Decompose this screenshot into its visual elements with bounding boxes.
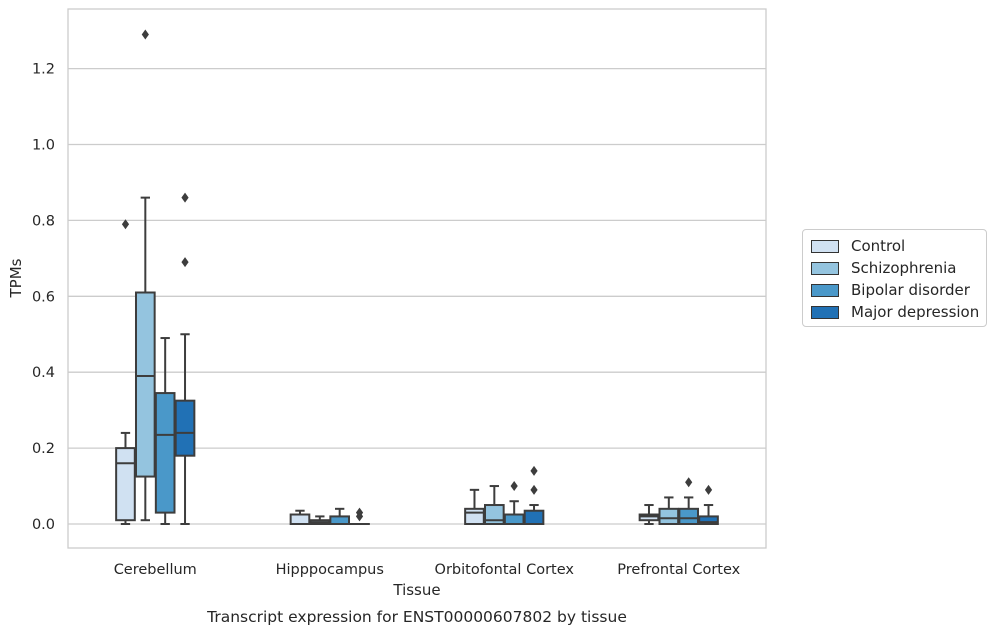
y-axis-label: TPMs: [7, 258, 25, 298]
x-tick-label: Cerebellum: [114, 562, 197, 578]
box-bipolar-disorder-orbitofontal-cortex: [505, 481, 524, 524]
box-schizophrenia-orbitofontal-cortex: [485, 486, 504, 524]
legend-label-control: Control: [851, 237, 905, 255]
box-iqr: [291, 515, 310, 524]
box-iqr: [679, 509, 698, 524]
x-tick-label: Orbitofontal Cortex: [435, 562, 575, 578]
box-control-orbitofontal-cortex: [465, 490, 484, 524]
y-tick-label: 1.2: [32, 62, 55, 78]
legend: Control Schizophrenia Bipolar disorder M…: [802, 229, 987, 327]
box-iqr: [465, 509, 484, 524]
box-control-prefrontal-cortex: [640, 505, 659, 524]
y-tick-labels: 0.0 0.2 0.4 0.6 0.8 1.0 1.2: [32, 62, 55, 533]
legend-item-control: Control: [811, 236, 905, 256]
y-tick-label: 0.2: [32, 441, 55, 457]
outlier-point: [705, 485, 712, 495]
box-bipolar-disorder-hipppocampus: [330, 509, 349, 524]
y-tick-label: 0.8: [32, 213, 55, 229]
x-axis-label: Tissue: [392, 581, 440, 599]
y-tick-label: 1.0: [32, 138, 55, 154]
box-control-hipppocampus: [291, 511, 310, 524]
outlier-point: [511, 481, 518, 491]
x-tick-labels: Cerebellum Hipppocampus Orbitofontal Corte…: [114, 562, 741, 578]
legend-swatch-major-depression: [811, 306, 839, 319]
box-iqr: [176, 401, 195, 456]
legend-item-schizophrenia: Schizophrenia: [811, 258, 956, 278]
box-iqr: [505, 515, 524, 524]
box-schizophrenia-hipppocampus: [310, 516, 329, 524]
legend-item-bipolar-disorder: Bipolar disorder: [811, 280, 970, 300]
legend-label-bipolar-disorder: Bipolar disorder: [851, 281, 970, 299]
legend-swatch-schizophrenia: [811, 262, 839, 275]
x-tick-label: Prefrontal Cortex: [617, 562, 740, 578]
box-schizophrenia-prefrontal-cortex: [659, 497, 678, 524]
box-iqr: [136, 293, 155, 477]
box-schizophrenia-cerebellum: [136, 29, 155, 520]
y-tick-label: 0.4: [32, 365, 55, 381]
box-bipolar-disorder-cerebellum: [156, 338, 175, 524]
box-iqr: [116, 448, 135, 520]
outlier-point: [181, 193, 188, 203]
outlier-point: [181, 257, 188, 267]
box-major-depression-prefrontal-cortex: [699, 485, 718, 524]
outlier-point: [685, 477, 692, 487]
box-iqr: [525, 511, 544, 524]
legend-swatch-bipolar-disorder: [811, 284, 839, 297]
box-iqr: [156, 393, 175, 513]
x-tick-label: Hipppocampus: [276, 562, 384, 578]
box-bipolar-disorder-prefrontal-cortex: [679, 477, 698, 524]
outlier-point: [142, 29, 149, 39]
y-tick-label: 0.0: [32, 517, 55, 533]
box-major-depression-hipppocampus: [350, 508, 369, 524]
y-tick-label: 0.6: [32, 289, 55, 305]
chart-title: Transcript expression for ENST0000060780…: [206, 608, 627, 626]
box-iqr: [330, 516, 349, 524]
outlier-point: [530, 466, 537, 476]
box-major-depression-cerebellum: [176, 193, 195, 524]
box-groups: [116, 29, 718, 524]
legend-item-major-depression: Major depression: [811, 302, 979, 322]
legend-label-schizophrenia: Schizophrenia: [851, 259, 956, 277]
box-major-depression-orbitofontal-cortex: [525, 466, 544, 524]
outlier-point: [530, 485, 537, 495]
legend-label-major-depression: Major depression: [851, 303, 979, 321]
box-iqr: [659, 509, 678, 524]
legend-swatch-control: [811, 240, 839, 253]
